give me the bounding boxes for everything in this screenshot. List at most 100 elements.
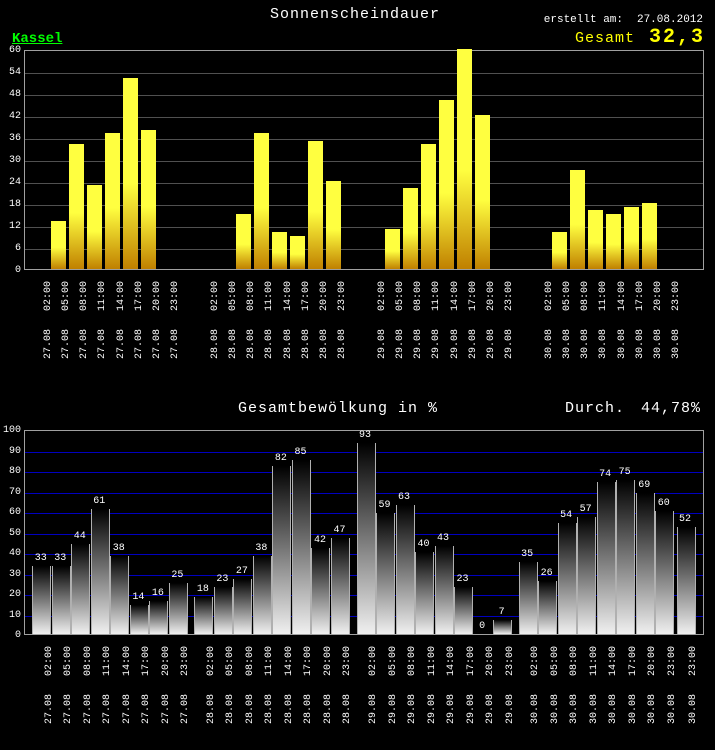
- x-tick: 20:00: [486, 281, 497, 311]
- x-tick-date: 27.08: [161, 694, 172, 724]
- x-tick: 11:00: [427, 646, 438, 676]
- bar: [194, 597, 213, 634]
- x-tick-date: 28.08: [319, 329, 330, 359]
- x-tick: 20:00: [319, 281, 330, 311]
- bar-value-label: 74: [599, 469, 611, 480]
- bar: [606, 214, 621, 269]
- x-tick: 11:00: [97, 281, 108, 311]
- bar: [519, 562, 538, 634]
- x-tick: 17:00: [141, 646, 152, 676]
- x-tick-date: 30.08: [550, 694, 561, 724]
- bar: [214, 587, 233, 634]
- bar-value-label: 23: [457, 574, 469, 585]
- bar: [51, 221, 66, 269]
- y-tick: 12: [1, 221, 21, 232]
- chart1-total-value: 32,3: [649, 26, 705, 49]
- x-tick-date: 27.08: [43, 329, 54, 359]
- x-tick: 23:00: [504, 281, 515, 311]
- bar-value-label: 18: [197, 584, 209, 595]
- chart1-meta-label: erstellt am:: [544, 14, 623, 26]
- bar: [123, 78, 138, 269]
- bar-value-label: 57: [580, 504, 592, 515]
- bar-value-label: 82: [275, 453, 287, 464]
- x-tick-date: 27.08: [44, 694, 55, 724]
- x-tick: 11:00: [102, 646, 113, 676]
- bar-value-label: 47: [333, 525, 345, 536]
- x-tick-date: 29.08: [407, 694, 418, 724]
- x-tick-date: 30.08: [569, 694, 580, 724]
- x-tick: 08:00: [407, 646, 418, 676]
- x-tick: 02:00: [43, 281, 54, 311]
- y-tick: 90: [1, 446, 21, 457]
- y-tick: 30: [1, 569, 21, 580]
- x-tick: 14:00: [608, 646, 619, 676]
- bar-value-label: 38: [255, 543, 267, 554]
- y-tick: 42: [1, 111, 21, 122]
- x-tick-date: 29.08: [450, 329, 461, 359]
- x-tick-date: 28.08: [264, 694, 275, 724]
- bar: [290, 236, 305, 269]
- x-tick: 02:00: [544, 281, 555, 311]
- bar: [331, 538, 350, 634]
- x-tick: 11:00: [589, 646, 600, 676]
- y-tick: 30: [1, 155, 21, 166]
- y-tick: 48: [1, 89, 21, 100]
- x-tick-date: 29.08: [431, 329, 442, 359]
- bar-value-label: 38: [113, 543, 125, 554]
- x-tick-date: 27.08: [79, 329, 90, 359]
- x-tick-date: 27.08: [61, 329, 72, 359]
- bar: [149, 601, 168, 634]
- x-tick: 23:00: [180, 646, 191, 676]
- bar-value-label: 93: [359, 430, 371, 441]
- x-tick-date: 29.08: [505, 694, 516, 724]
- bar-value-label: 75: [619, 467, 631, 478]
- x-tick: 14:00: [116, 281, 127, 311]
- x-tick-date: 28.08: [264, 329, 275, 359]
- bar-value-label: 23: [216, 574, 228, 585]
- bar: [52, 566, 71, 634]
- x-tick: 20:00: [647, 646, 658, 676]
- x-tick-date: 30.08: [530, 694, 541, 724]
- bar-value-label: 35: [521, 549, 533, 560]
- x-tick: 23:00: [667, 646, 678, 676]
- x-tick: 17:00: [301, 281, 312, 311]
- x-tick-date: 29.08: [468, 329, 479, 359]
- x-tick-date: 28.08: [206, 694, 217, 724]
- bar: [538, 581, 557, 634]
- y-tick: 80: [1, 466, 21, 477]
- bar: [91, 509, 110, 634]
- bar-value-label: 33: [35, 553, 47, 564]
- x-tick: 11:00: [598, 281, 609, 311]
- bar-value-label: 69: [638, 480, 650, 491]
- x-tick: 02:00: [210, 281, 221, 311]
- bar: [597, 482, 616, 634]
- bar: [588, 210, 603, 269]
- x-tick: 08:00: [246, 281, 257, 311]
- x-tick-date: 27.08: [116, 329, 127, 359]
- bar: [558, 523, 577, 634]
- x-tick: 20:00: [485, 646, 496, 676]
- x-tick: 08:00: [245, 646, 256, 676]
- bar: [32, 566, 51, 634]
- x-tick: 14:00: [122, 646, 133, 676]
- bar: [385, 229, 400, 269]
- bar: [376, 513, 395, 634]
- x-tick: 14:00: [617, 281, 628, 311]
- x-tick-date: 29.08: [446, 694, 457, 724]
- chart1-meta-value: 27.08.2012: [637, 14, 703, 26]
- x-tick-date: 29.08: [395, 329, 406, 359]
- bar: [272, 466, 291, 634]
- bar: [624, 207, 639, 269]
- bar-value-label: 33: [54, 553, 66, 564]
- bar: [130, 605, 149, 634]
- bar: [311, 548, 330, 634]
- bar: [254, 133, 269, 269]
- x-tick-date: 29.08: [377, 329, 388, 359]
- y-tick: 18: [1, 199, 21, 210]
- x-tick-date: 27.08: [122, 694, 133, 724]
- chart2-avg-value: 44,78%: [641, 400, 701, 417]
- bar: [475, 115, 490, 269]
- bar-value-label: 63: [398, 492, 410, 503]
- x-tick-date: 30.08: [667, 694, 678, 724]
- x-tick-date: 30.08: [647, 694, 658, 724]
